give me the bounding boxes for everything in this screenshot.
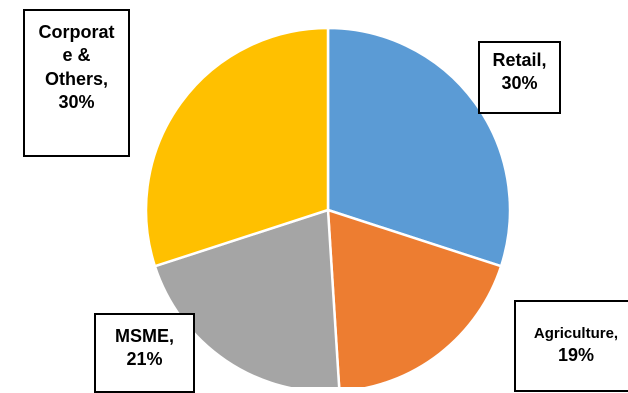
- data-label-agriculture-value: 19%: [557, 344, 595, 365]
- pie-slice-corporate-others: [144, 26, 330, 268]
- data-label-retail: Retail, 30%: [478, 41, 561, 114]
- data-label-corporate-name-1: Corporat: [38, 22, 115, 42]
- data-label-corporate-name-3: Others,: [44, 68, 109, 89]
- data-label-msme: MSME, 21%: [94, 313, 195, 393]
- data-label-retail-value: 30%: [501, 73, 538, 94]
- pie-slice-msme: [153, 208, 341, 387]
- data-label-corporate-value: 30%: [58, 92, 95, 113]
- data-label-agriculture-name: Agriculture,: [533, 325, 619, 342]
- data-label-agriculture: Agriculture, 19%: [514, 300, 628, 392]
- data-label-msme-value: 21%: [126, 349, 163, 370]
- data-label-msme-name: MSME,: [114, 326, 174, 346]
- data-label-retail-name: Retail,: [492, 50, 547, 70]
- pie-slice-retail: [326, 26, 512, 268]
- data-label-corporate-others: Corporat e & Others, 30%: [23, 9, 130, 157]
- data-label-corporate-name-2: e &: [62, 45, 91, 66]
- pie-slice-agriculture: [326, 208, 503, 387]
